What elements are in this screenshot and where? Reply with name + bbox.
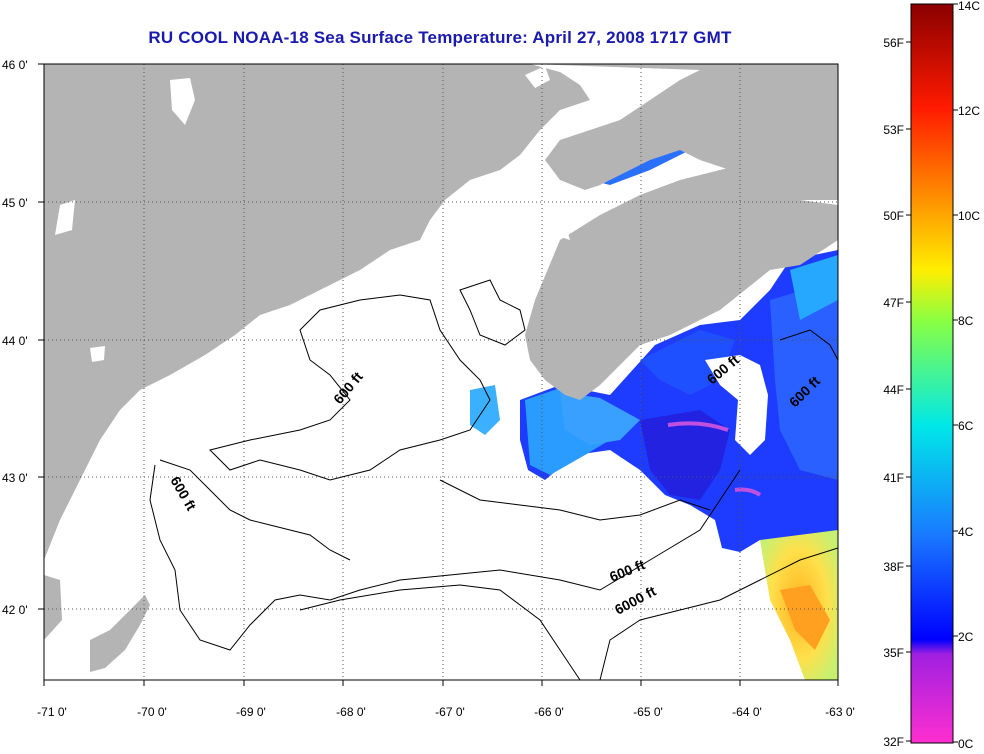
lon-tick-label: -67 0' (435, 705, 465, 719)
lon-tick-label: -64 0' (732, 705, 762, 719)
lat-tick-label: 46 0' (2, 58, 28, 72)
lon-tick-label: -70 0' (137, 705, 167, 719)
axis-ticks (38, 63, 839, 686)
colorbar-celsius-label: 10C (958, 209, 980, 223)
longitude-labels: -71 0' -70 0' -69 0' -68 0' -67 0' -66 0… (37, 705, 855, 719)
colorbar-celsius-label: 2C (958, 630, 974, 644)
colorbar-fahrenheit-label: 53F (883, 123, 904, 137)
colorbar-fahrenheit-label: 44F (883, 383, 904, 397)
colorbar-fahrenheit-label: 47F (883, 296, 904, 310)
lon-tick-label: -65 0' (633, 705, 663, 719)
colorbar-fahrenheit-label: 50F (883, 209, 904, 223)
lat-tick-label: 44 0' (2, 334, 28, 348)
bathymetry-contours (149, 279, 838, 680)
lat-tick-label: 42 0' (2, 603, 28, 617)
lon-tick-label: -71 0' (37, 705, 67, 719)
lakes (55, 66, 570, 362)
latitude-labels: 46 0' 45 0' 44 0' 43 0' 42 0' (2, 58, 28, 617)
colorbar-celsius-label: 0C (958, 737, 974, 751)
land (44, 64, 838, 672)
grid (44, 64, 838, 680)
colorbar-celsius-label: 6C (958, 419, 974, 433)
colorbar: 14C 12C 10C 8C 6C 4C 2C 0C 56F 53F 50F 4… (883, 0, 980, 751)
map-frame (43, 63, 839, 681)
map-title: RU COOL NOAA-18 Sea Surface Temperature:… (148, 28, 732, 47)
lat-tick-label: 43 0' (2, 471, 28, 485)
lon-tick-label: -68 0' (336, 705, 366, 719)
colorbar-fahrenheit-label: 32F (883, 735, 904, 749)
colorbar-fahrenheit-label: 35F (883, 646, 904, 660)
lat-tick-label: 45 0' (2, 196, 28, 210)
colorbar-fahrenheit-label: 56F (883, 36, 904, 50)
colorbar-fahrenheit-label: 41F (883, 471, 904, 485)
lon-tick-label: -63 0' (825, 705, 855, 719)
colorbar-fahrenheit-label: 38F (883, 560, 904, 574)
colorbar-gradient (910, 3, 954, 744)
colorbar-celsius-label: 4C (958, 525, 974, 539)
lon-tick-label: -69 0' (236, 705, 266, 719)
colorbar-celsius-label: 12C (958, 104, 980, 118)
colorbar-celsius-label: 14C (958, 0, 980, 13)
colorbar-celsius-label: 8C (958, 314, 974, 328)
lon-tick-label: -66 0' (534, 705, 564, 719)
